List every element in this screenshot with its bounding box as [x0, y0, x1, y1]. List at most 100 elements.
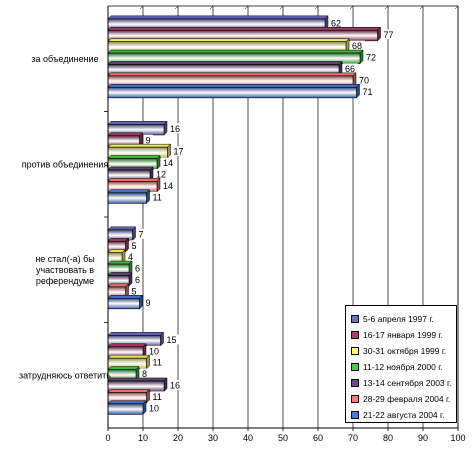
bar-top-face	[107, 72, 357, 77]
data-label-bg	[168, 123, 183, 134]
bars-group: 6216715779510681741172146866126167014511…	[107, 15, 397, 415]
legend-swatch	[351, 331, 359, 339]
data-label-bg	[168, 379, 183, 390]
bar: 11	[107, 354, 166, 370]
bar: 10	[107, 343, 162, 358]
data-label: 11	[153, 392, 162, 402]
bar-top-face	[107, 15, 329, 20]
bar: 7	[107, 226, 146, 242]
bar-top-face	[107, 332, 165, 336]
bar: 17	[107, 143, 187, 159]
data-label: 71	[363, 87, 373, 97]
category-label-line: за объединение	[31, 54, 98, 64]
gridline-depth	[279, 5, 284, 10]
data-label-bg	[161, 157, 176, 168]
data-label-bg	[147, 345, 162, 356]
gridline-depth	[349, 5, 354, 10]
x-tick-label: 60	[313, 433, 323, 443]
data-label-bg	[150, 391, 166, 402]
bar-top-face	[107, 400, 147, 404]
gridline-depth	[209, 5, 214, 10]
bar-top-face	[107, 166, 154, 171]
data-label: 10	[149, 403, 159, 413]
x-tick-label: 80	[383, 433, 393, 443]
data-label-bg	[343, 63, 358, 74]
category-label: затрудняюсь ответить	[19, 370, 111, 380]
bar-front-face	[107, 86, 357, 99]
bar-top-face	[107, 84, 361, 88]
data-label-bg	[164, 334, 180, 345]
category-label-line: не стал(-а) бы	[35, 254, 94, 264]
x-tick-label: 20	[173, 433, 183, 443]
data-label-bg	[150, 357, 166, 368]
bar-top-face	[107, 366, 140, 370]
x-tick-label: 30	[208, 433, 218, 443]
bar-top-face	[107, 189, 151, 193]
data-label-bg	[161, 180, 176, 191]
bar-top-face	[107, 272, 133, 276]
category-label-line: референдуме	[36, 276, 94, 286]
legend-label: 5-6 апреля 1997 г.	[363, 314, 434, 324]
gridline-depth	[384, 5, 389, 10]
legend-item: 30-31 октября 1999 г.	[351, 345, 446, 357]
legend-label: 13-14 сентября 2003 г.	[363, 378, 452, 388]
data-label: 5	[132, 286, 137, 296]
legend-label: 28-29 февраля 2004 г.	[363, 394, 451, 404]
data-label: 6	[135, 275, 140, 285]
legend-swatch	[351, 347, 359, 355]
data-label-bg	[136, 228, 146, 239]
bar-front-face	[107, 403, 144, 415]
data-label-bg	[147, 402, 162, 413]
legend-item: 28-29 февраля 2004 г.	[351, 393, 450, 405]
data-label: 16	[170, 380, 180, 390]
data-label: 6	[135, 264, 140, 274]
bar-top-face	[107, 283, 130, 288]
bar: 11	[107, 388, 166, 404]
legend-swatch	[351, 411, 359, 419]
data-label-bg	[350, 40, 365, 51]
data-label: 9	[146, 135, 151, 145]
bar: 10	[107, 400, 162, 415]
legend-item: 5-6 апреля 1997 г.	[351, 313, 434, 325]
data-label-bg	[364, 52, 379, 63]
legend-swatch	[351, 363, 359, 371]
data-label-bg	[381, 29, 397, 40]
gridline-depth	[174, 5, 179, 10]
data-label-bg	[133, 274, 143, 285]
data-label-bg	[129, 240, 139, 251]
gridline-depth	[314, 5, 319, 10]
data-label: 14	[163, 158, 173, 168]
x-tick-label: 70	[348, 433, 358, 443]
x-tick-label: 100	[450, 433, 465, 443]
legend-swatch	[351, 315, 359, 323]
category-label-line: участвовать в	[36, 265, 94, 275]
legend-label: 11-12 ноября 2000 г.	[363, 362, 443, 372]
legend-label: 21-22 августа 2004 г.	[363, 410, 445, 420]
data-label-bg	[357, 74, 372, 85]
bar: 9	[107, 294, 153, 310]
data-label: 14	[163, 181, 173, 191]
bar-front-face	[107, 192, 147, 204]
legend-item: 11-12 ноября 2000 г.	[351, 361, 443, 373]
data-label-bg	[126, 251, 136, 262]
x-tick-label: 10	[138, 433, 148, 443]
bar-top-face	[107, 226, 137, 231]
data-label: 72	[366, 53, 376, 63]
category-label-line: затрудняюсь ответить	[19, 370, 111, 380]
data-label-bg	[329, 17, 344, 28]
x-tick-label: 90	[418, 433, 428, 443]
gridline-depth	[419, 5, 424, 10]
bar-top-face	[107, 155, 161, 159]
bar-top-face	[107, 377, 168, 382]
legend-item: 16-17 января 1999 г.	[351, 329, 443, 341]
bar-top-face	[107, 260, 133, 265]
data-label: 62	[331, 18, 341, 28]
data-label: 10	[149, 346, 159, 356]
category-label-line: против объединения	[22, 159, 109, 169]
x-tick-labels: 0 10 20 30 40 50 60 70 80 90 100	[105, 433, 465, 443]
data-label-bg	[140, 368, 150, 379]
data-label-bg	[171, 146, 187, 157]
data-label: 68	[352, 41, 362, 51]
bar: 6	[107, 271, 143, 287]
